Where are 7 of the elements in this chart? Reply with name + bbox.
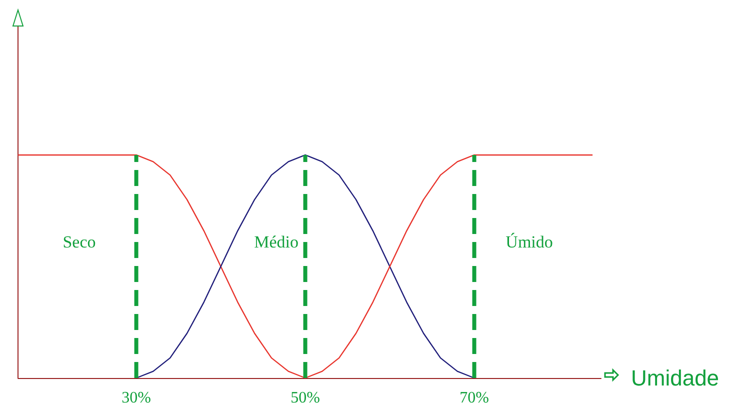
x-tick-label: 70% <box>460 390 489 406</box>
annotation: Médio <box>254 232 298 252</box>
x-axis-title: Umidade <box>631 366 720 390</box>
annotation: Seco <box>62 232 96 252</box>
x-tick-label: 30% <box>122 390 151 406</box>
x-tick-label: 50% <box>290 390 320 406</box>
annotation: Úmido <box>506 232 553 252</box>
